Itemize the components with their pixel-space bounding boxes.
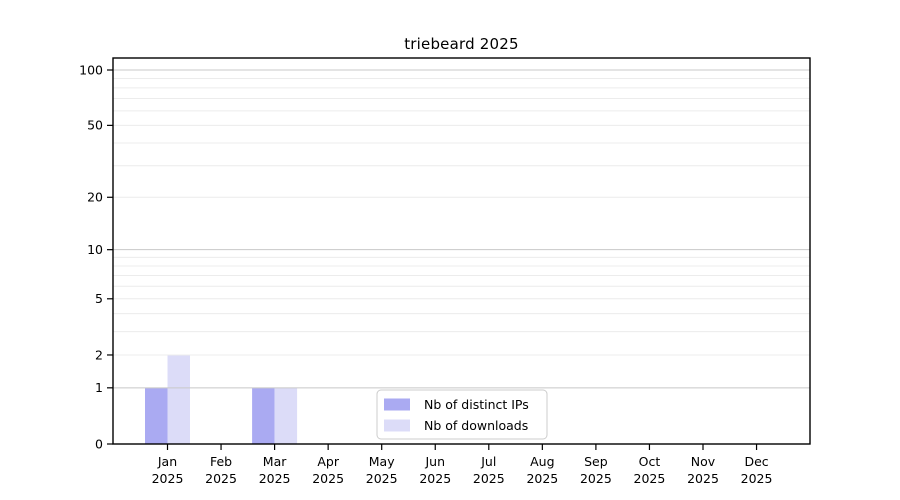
x-tick-label-year: 2025 — [205, 471, 237, 486]
x-tick-label-month: Apr — [317, 454, 339, 469]
y-tick-label: 20 — [87, 190, 103, 205]
x-tick-label-month: Jul — [480, 454, 496, 469]
legend-label-nb-of-distinct-ips: Nb of distinct IPs — [424, 397, 529, 412]
legend-label-nb-of-downloads: Nb of downloads — [424, 418, 528, 433]
x-tick-label-year: 2025 — [152, 471, 184, 486]
bar-jan-nb-of-distinct-ips — [145, 387, 168, 444]
legend-box — [376, 389, 548, 440]
x-tick-label-year: 2025 — [473, 471, 505, 486]
y-tick-label: 100 — [79, 62, 103, 77]
y-tick-label: 2 — [95, 347, 103, 362]
x-tick-label-year: 2025 — [259, 471, 291, 486]
x-tick-label-month: Nov — [691, 454, 716, 469]
chart-title: triebeard 2025 — [404, 35, 519, 53]
y-tick-label: 5 — [95, 291, 103, 306]
x-tick-label-year: 2025 — [312, 471, 344, 486]
bar-jan-nb-of-downloads — [167, 354, 190, 444]
x-tick-label-month: Oct — [639, 454, 661, 469]
x-tick-label-month: Dec — [744, 454, 768, 469]
y-tick-label: 10 — [87, 242, 103, 257]
plot-border — [112, 57, 811, 445]
bar-mar-nb-of-downloads — [274, 387, 298, 444]
legend-swatch-nb-of-downloads — [384, 419, 410, 432]
y-tick-label: 50 — [87, 118, 103, 133]
x-tick-label-month: Sep — [584, 454, 608, 469]
x-tick-label-month: Mar — [263, 454, 287, 469]
x-tick-label-month: Jan — [157, 454, 177, 469]
x-tick-label-year: 2025 — [366, 471, 398, 486]
x-tick-label-year: 2025 — [526, 471, 558, 486]
x-tick-label-year: 2025 — [580, 471, 612, 486]
x-tick-label-year: 2025 — [687, 471, 719, 486]
legend-swatch-nb-of-distinct-ips — [384, 398, 410, 411]
y-tick-label: 1 — [95, 380, 103, 395]
x-tick-label-month: Aug — [530, 454, 554, 469]
x-tick-label-month: Jun — [424, 454, 445, 469]
x-tick-label-month: Feb — [210, 454, 232, 469]
bar-mar-nb-of-distinct-ips — [252, 387, 275, 444]
y-tick-label: 0 — [95, 436, 103, 451]
x-tick-label-year: 2025 — [634, 471, 666, 486]
x-tick-label-year: 2025 — [419, 471, 451, 486]
x-tick-label-year: 2025 — [741, 471, 773, 486]
x-tick-label-month: May — [369, 454, 395, 469]
